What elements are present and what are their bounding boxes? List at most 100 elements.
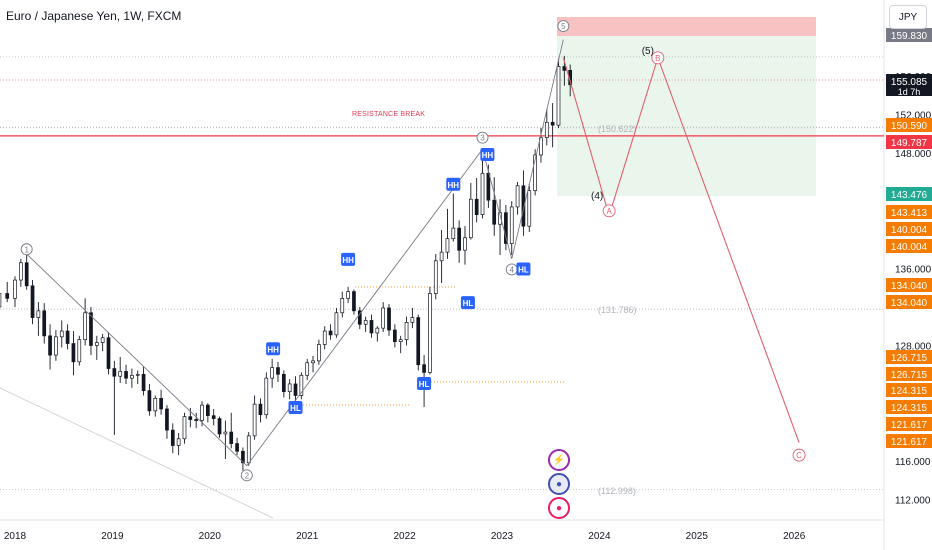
wave-circle bbox=[240, 469, 253, 482]
y-tick-label: 148.000 bbox=[895, 149, 932, 160]
candle-body bbox=[5, 293, 10, 299]
candle bbox=[36, 302, 41, 336]
candle bbox=[5, 281, 10, 303]
swing-label: HL bbox=[518, 265, 529, 274]
candle bbox=[159, 389, 163, 415]
x-tick-label: 2025 bbox=[686, 531, 709, 542]
candle bbox=[42, 303, 47, 344]
price-badge-value: 150.590 bbox=[891, 121, 928, 132]
candle bbox=[235, 437, 239, 456]
projection-letter: C bbox=[796, 451, 802, 460]
price-badge-bg bbox=[886, 205, 932, 219]
projection-wave-text: (5) bbox=[642, 46, 654, 57]
wave-number: 4 bbox=[510, 265, 515, 274]
candle-body bbox=[176, 438, 181, 446]
price-badge: 126.715 bbox=[886, 367, 932, 381]
candle-body bbox=[340, 297, 345, 314]
price-badge-bg bbox=[886, 434, 932, 448]
price-badge-value: 134.040 bbox=[891, 298, 928, 309]
swing-box bbox=[480, 147, 495, 161]
swing-label: HH bbox=[448, 181, 460, 190]
candle-body bbox=[416, 317, 421, 366]
candle bbox=[439, 230, 444, 283]
candle-body bbox=[276, 367, 280, 375]
price-badge: 140.004 bbox=[886, 239, 932, 253]
price-badge: 143.413 bbox=[886, 205, 932, 219]
candle bbox=[241, 447, 245, 471]
y-tick-label: 116.000 bbox=[895, 457, 931, 468]
candle-body bbox=[504, 212, 508, 244]
x-tick-label: 2024 bbox=[588, 531, 611, 542]
swing-label: HH bbox=[342, 256, 354, 265]
x-tick-label: 2020 bbox=[199, 531, 222, 542]
wave-number: 5 bbox=[561, 22, 566, 31]
price-badge-value: 149.787 bbox=[891, 138, 928, 149]
candle bbox=[24, 254, 29, 290]
candle-body bbox=[422, 364, 426, 373]
candle-body bbox=[270, 367, 274, 379]
price-badge-bg bbox=[886, 222, 932, 236]
candle bbox=[352, 289, 356, 315]
background-trendline bbox=[0, 387, 274, 519]
candle-body bbox=[387, 307, 391, 331]
candle bbox=[346, 286, 350, 304]
globe-icon[interactable]: ● bbox=[548, 473, 570, 495]
price-badge-value: 143.476 bbox=[891, 190, 928, 201]
candle bbox=[281, 370, 286, 398]
record-icon[interactable]: ● bbox=[548, 497, 570, 519]
candle-body bbox=[106, 337, 111, 369]
candle bbox=[206, 403, 210, 423]
candle-body bbox=[287, 383, 292, 392]
candle bbox=[229, 412, 234, 449]
candle bbox=[317, 339, 321, 365]
candle bbox=[0, 293, 2, 308]
candle bbox=[463, 226, 467, 265]
candle-body bbox=[252, 403, 257, 437]
trade-zones bbox=[0, 17, 816, 519]
swing-box bbox=[446, 177, 461, 191]
candle-body bbox=[135, 373, 140, 376]
price-badge: 134.040 bbox=[886, 295, 932, 309]
candle bbox=[182, 412, 187, 444]
time-axis[interactable]: 2018 2019 2020 2021 2022 2023 2024 2025 2026 bbox=[4, 531, 806, 542]
lightning-icon[interactable]: ⚡ bbox=[548, 449, 570, 471]
candle bbox=[65, 324, 70, 350]
swing-box bbox=[516, 262, 531, 276]
projection-circle bbox=[651, 51, 665, 65]
currency-selector[interactable]: JPY bbox=[889, 5, 927, 29]
price-badge: 149.787 bbox=[886, 135, 932, 149]
candle-body bbox=[492, 199, 497, 225]
candle bbox=[54, 330, 58, 361]
x-tick-label: 2022 bbox=[393, 531, 416, 542]
candle bbox=[504, 205, 508, 251]
candle-body bbox=[241, 450, 245, 464]
candle-body bbox=[223, 431, 228, 435]
candle bbox=[170, 423, 175, 454]
price-badge-bg bbox=[886, 400, 932, 414]
candle-body bbox=[264, 377, 269, 416]
candle bbox=[48, 324, 52, 370]
candle-body bbox=[515, 185, 520, 208]
price-axis[interactable]: 112.000116.000128.000136.000144.000148.0… bbox=[886, 28, 932, 506]
candle-body bbox=[433, 260, 438, 294]
candle-body bbox=[65, 330, 70, 344]
candle-body bbox=[200, 404, 204, 421]
candle bbox=[474, 178, 479, 223]
x-tick-label: 2021 bbox=[296, 531, 319, 542]
candle-body bbox=[229, 431, 234, 444]
x-tick-label: 2023 bbox=[491, 531, 514, 542]
candle bbox=[393, 324, 397, 348]
price-badge: 134.040 bbox=[886, 278, 932, 292]
candle-body bbox=[54, 336, 58, 356]
candle bbox=[217, 416, 222, 438]
candle-body bbox=[206, 404, 210, 417]
candle-body bbox=[0, 293, 2, 308]
y-tick-label: 128.000 bbox=[895, 341, 932, 352]
candle bbox=[457, 220, 461, 263]
swing-box bbox=[266, 342, 281, 356]
candle bbox=[270, 358, 274, 388]
price-badge-value: 124.315 bbox=[891, 386, 928, 397]
price-badge-bg bbox=[886, 135, 932, 149]
candle bbox=[118, 357, 123, 383]
